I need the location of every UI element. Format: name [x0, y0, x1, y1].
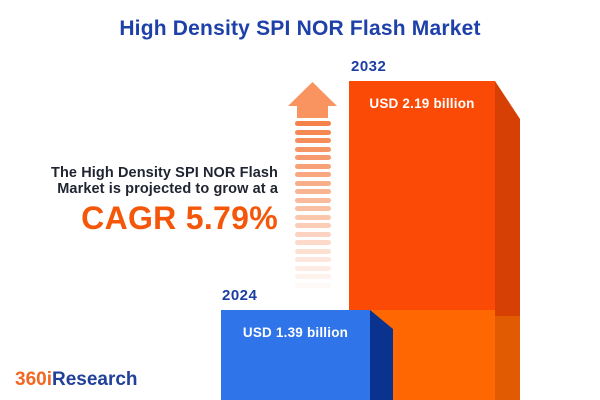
bar-2024-value-label: USD 1.39 billion	[242, 325, 349, 340]
arrow-stripe	[295, 172, 331, 177]
arrow-stripe	[295, 274, 331, 279]
arrow-stripe	[295, 189, 331, 194]
arrow-stripe	[295, 180, 331, 186]
description-line-1: The High Density SPI NOR Flash	[51, 165, 278, 181]
arrow-up-icon	[288, 82, 337, 118]
arrow-stripe	[295, 265, 331, 271]
bar-2032-side	[495, 81, 520, 400]
arrow-stripe	[295, 163, 331, 169]
description-line-2: Market is projected to grow at a	[57, 181, 278, 197]
arrow-stripe	[295, 214, 331, 220]
logo-research: Research	[51, 369, 138, 390]
arrow-stripe	[295, 155, 331, 160]
arrow-stripe	[295, 206, 331, 211]
bar-2024-face	[221, 310, 370, 400]
cagr-text: CAGR 5.79%	[81, 200, 278, 236]
page-title: High Density SPI NOR Flash Market	[119, 17, 481, 40]
arrow-stripe	[295, 282, 331, 288]
arrow-stripe	[295, 231, 331, 237]
arrow-stripe	[295, 129, 331, 135]
arrow-shaft	[295, 121, 331, 296]
bar-2032-year-label: 2032	[351, 58, 387, 75]
bar-2032-value-label: USD 2.19 billion	[369, 96, 475, 111]
arrow-stripe	[295, 248, 331, 254]
arrow-stripe	[295, 223, 331, 228]
arrow-stripe	[295, 240, 331, 245]
bar-2024-side	[370, 310, 393, 400]
description-block: The High Density SPI NOR Flash Market is…	[38, 165, 278, 234]
bar-2024-year-label: 2024	[222, 287, 258, 304]
arrow-stripe	[295, 257, 331, 262]
logo: 360iResearch	[15, 369, 138, 391]
arrow-stripe	[295, 146, 331, 152]
logo-360i: 360i	[15, 369, 52, 390]
arrow-stripe	[295, 138, 331, 143]
arrow-stripe	[295, 197, 331, 203]
arrow-stripe	[295, 121, 331, 126]
